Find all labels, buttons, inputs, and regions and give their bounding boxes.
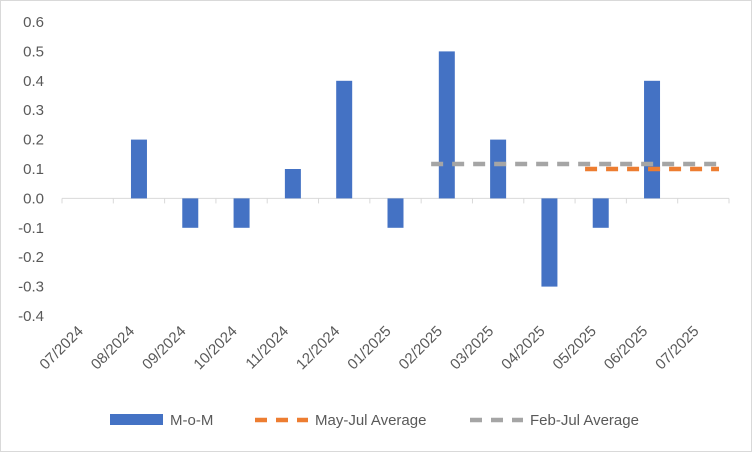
x-tick-label: 07/2024 bbox=[36, 323, 86, 373]
bar-03-2025 bbox=[490, 139, 507, 199]
x-tick-label: 09/2024 bbox=[139, 323, 189, 373]
y-tick-label: 0.1 bbox=[23, 161, 44, 178]
legend-swatch-m-o-m bbox=[110, 414, 163, 425]
bar-06-2025 bbox=[644, 80, 661, 199]
y-tick-label: 0.4 bbox=[23, 73, 44, 90]
y-tick-label: 0.0 bbox=[23, 190, 44, 207]
bar-08-2024 bbox=[130, 139, 147, 199]
y-tick-label: -0.2 bbox=[18, 249, 44, 266]
legend-label-m-o-m: M-o-M bbox=[170, 412, 213, 429]
x-tick-label: 04/2025 bbox=[498, 323, 548, 373]
y-tick-label: -0.4 bbox=[18, 308, 44, 325]
y-tick-label: 0.2 bbox=[23, 132, 44, 149]
x-tick-label: 06/2025 bbox=[601, 323, 651, 373]
x-tick-label: 12/2024 bbox=[293, 323, 343, 373]
y-tick-label: 0.5 bbox=[23, 43, 44, 60]
bar-01-2025 bbox=[387, 198, 404, 228]
y-tick-label: 0.6 bbox=[23, 14, 44, 31]
bar-05-2025 bbox=[592, 198, 609, 228]
bar-09-2024 bbox=[182, 198, 199, 228]
x-tick-label: 10/2024 bbox=[190, 323, 240, 373]
bar-10-2024 bbox=[233, 198, 250, 228]
bar-04-2025 bbox=[541, 198, 558, 287]
legend-label-feb-jul-average: Feb-Jul Average bbox=[530, 412, 639, 429]
x-tick-label: 01/2025 bbox=[344, 323, 394, 373]
x-tick-label: 07/2025 bbox=[652, 323, 702, 373]
x-tick-label: 03/2025 bbox=[447, 323, 497, 373]
y-tick-label: -0.1 bbox=[18, 220, 44, 237]
x-tick-label: 05/2025 bbox=[550, 323, 600, 373]
x-tick-label: 08/2024 bbox=[88, 323, 138, 373]
x-tick-label: 11/2024 bbox=[242, 323, 292, 373]
x-tick-label: 02/2025 bbox=[396, 323, 446, 373]
y-tick-label: 0.3 bbox=[23, 102, 44, 119]
y-tick-label: -0.3 bbox=[18, 279, 44, 296]
bar-11-2024 bbox=[284, 169, 301, 199]
bar-12-2024 bbox=[336, 80, 353, 199]
legend-label-may-jul-average: May-Jul Average bbox=[315, 412, 426, 429]
bar-02-2025 bbox=[438, 51, 455, 199]
